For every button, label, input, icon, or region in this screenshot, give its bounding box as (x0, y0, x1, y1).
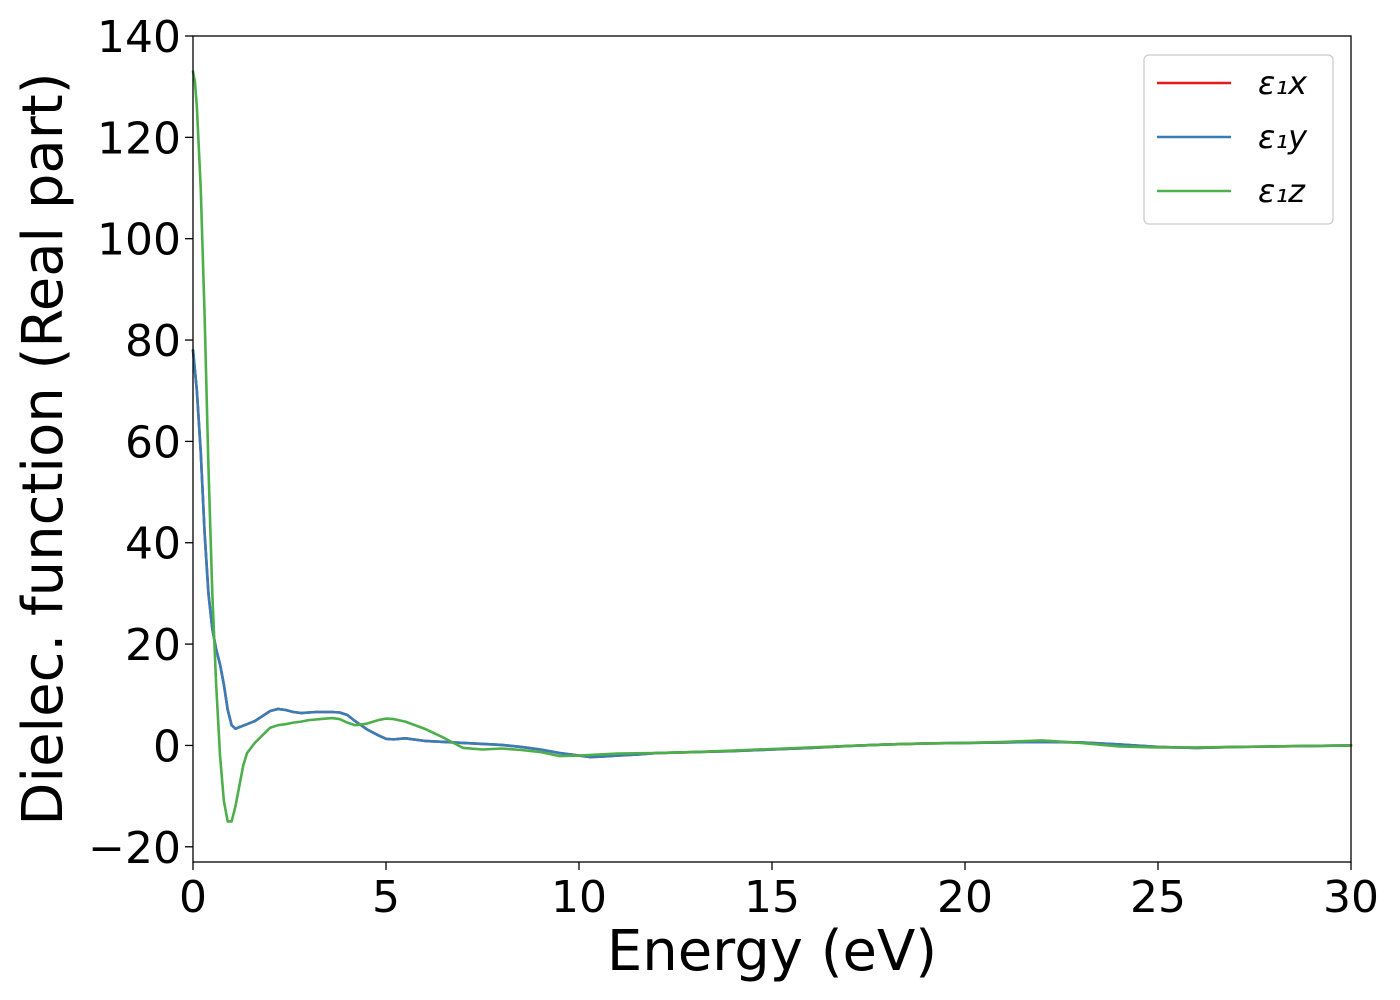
y-tick-label: −20 (88, 823, 181, 874)
y-tick-label: 80 (125, 316, 181, 367)
x-axis-title: Energy (eV) (607, 919, 937, 984)
y-tick-label: 120 (97, 113, 181, 164)
y-tick-label: 60 (125, 417, 181, 468)
y-tick-label: 40 (125, 519, 181, 570)
y-tick-label: 140 (97, 12, 181, 63)
x-axis-ticks: 0 5 10 15 20 25 30 (179, 862, 1379, 923)
legend: ε₁x ε₁y ε₁z (1143, 54, 1334, 225)
x-tick-label: 0 (179, 872, 207, 923)
x-tick-label: 5 (372, 872, 400, 923)
legend-frame (1143, 54, 1334, 225)
x-tick-label: 10 (551, 872, 607, 923)
y-tick-label: 20 (125, 620, 181, 671)
series-line-3 (191, 70, 1353, 823)
x-tick-label: 20 (937, 872, 993, 923)
y-tick-label: 100 (97, 215, 181, 266)
x-tick-label: 25 (1130, 872, 1186, 923)
legend-label: ε₁x (1258, 64, 1308, 102)
y-axis-title: Dielec. function (Real part) (11, 72, 76, 825)
series-layer (191, 70, 1353, 823)
y-tick-label: 0 (153, 721, 181, 772)
x-tick-label: 15 (744, 872, 800, 923)
legend-label: ε₁y (1258, 118, 1308, 156)
x-tick-label: 30 (1323, 872, 1379, 923)
legend-label: ε₁z (1258, 172, 1306, 210)
y-axis-ticks: −20 0 20 40 60 80 100 120 140 (88, 12, 193, 874)
